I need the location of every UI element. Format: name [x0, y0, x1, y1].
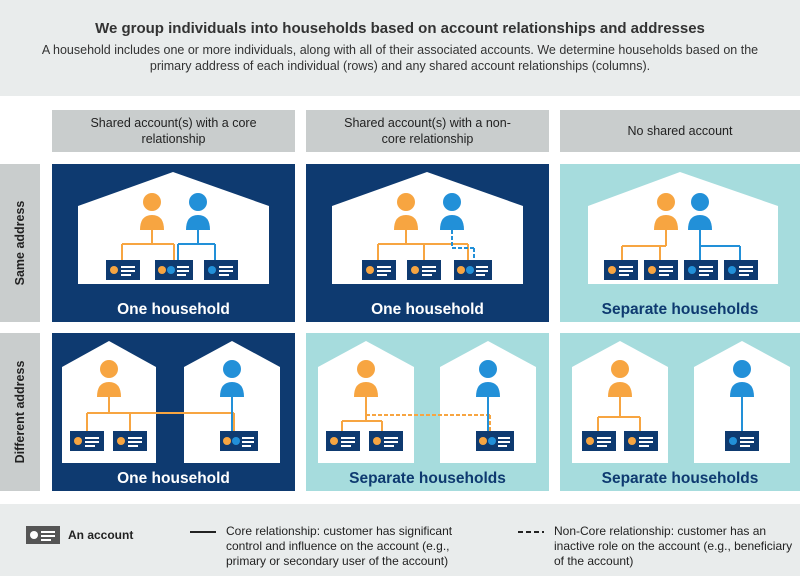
- person-icon: [688, 193, 712, 230]
- row-header-same-address: Same address: [0, 164, 40, 322]
- outcome-label: One household: [117, 470, 230, 487]
- account-card-icon: [155, 260, 193, 280]
- outcome-label: Separate households: [349, 470, 506, 487]
- cell-same-address-none: Separate households: [560, 164, 800, 322]
- cell-different-address-none: Separate households: [560, 333, 800, 491]
- account-card-icon: [362, 260, 396, 280]
- diagram-title: We group individuals into households bas…: [95, 20, 705, 37]
- account-card-icon: [106, 260, 140, 280]
- account-card-icon: [476, 431, 514, 451]
- row-header-different-address: Different address: [0, 333, 40, 491]
- header-banner: We group individuals into households bas…: [0, 0, 800, 96]
- outcome-label: Separate households: [601, 301, 759, 318]
- person-icon: [476, 360, 500, 397]
- person-icon: [654, 193, 678, 230]
- column-header-none: No shared account: [560, 110, 800, 152]
- outcome-label: One household: [371, 301, 484, 318]
- outcome-label: Separate households: [601, 470, 759, 487]
- cell-different-address-core: One household: [52, 333, 295, 491]
- account-card-icon: [725, 431, 759, 451]
- house-icon: [588, 172, 778, 284]
- outcome-label: One household: [117, 301, 230, 318]
- cell-same-address-core: One household: [52, 164, 295, 322]
- account-card-icon: [369, 431, 403, 451]
- account-card-icon: [407, 260, 441, 280]
- legend-noncore-label: Non-Core relationship: customer has an i…: [554, 524, 793, 568]
- column-header-noncore: Shared account(s) with a non-core relati…: [306, 110, 549, 152]
- person-icon: [440, 193, 464, 230]
- legend: An account Core relationship: customer h…: [0, 504, 800, 576]
- cell-different-address-noncore: Separate households: [306, 333, 549, 491]
- person-icon: [97, 360, 121, 397]
- account-card-icon: [582, 431, 616, 451]
- account-card-icon: [604, 260, 638, 280]
- account-card-icon: [220, 431, 258, 451]
- solid-line-icon: [190, 531, 216, 533]
- person-icon: [354, 360, 378, 397]
- account-card-icon: [113, 431, 147, 451]
- account-card-icon: [684, 260, 718, 280]
- house-icon: [332, 172, 523, 284]
- account-card-icon: [70, 431, 104, 451]
- account-card-icon: [326, 431, 360, 451]
- person-icon: [608, 360, 632, 397]
- account-card-icon: [624, 431, 658, 451]
- house-icon: [78, 172, 269, 284]
- legend-account-label: An account: [68, 528, 134, 542]
- account-card-icon: [26, 526, 60, 544]
- diagram-description: A household includes one or more individ…: [41, 43, 759, 73]
- person-icon: [730, 360, 754, 397]
- account-card-icon: [204, 260, 238, 280]
- person-icon: [186, 193, 210, 230]
- account-card-icon: [724, 260, 758, 280]
- person-icon: [140, 193, 164, 230]
- account-card-icon: [644, 260, 678, 280]
- account-card-icon: [454, 260, 492, 280]
- person-icon: [220, 360, 244, 397]
- dashed-line-icon: [518, 531, 544, 533]
- person-icon: [394, 193, 418, 230]
- legend-core-label: Core relationship: customer has signific…: [226, 524, 453, 568]
- column-header-core: Shared account(s) with a core relationsh…: [52, 110, 295, 152]
- cell-same-address-noncore: One household: [306, 164, 549, 322]
